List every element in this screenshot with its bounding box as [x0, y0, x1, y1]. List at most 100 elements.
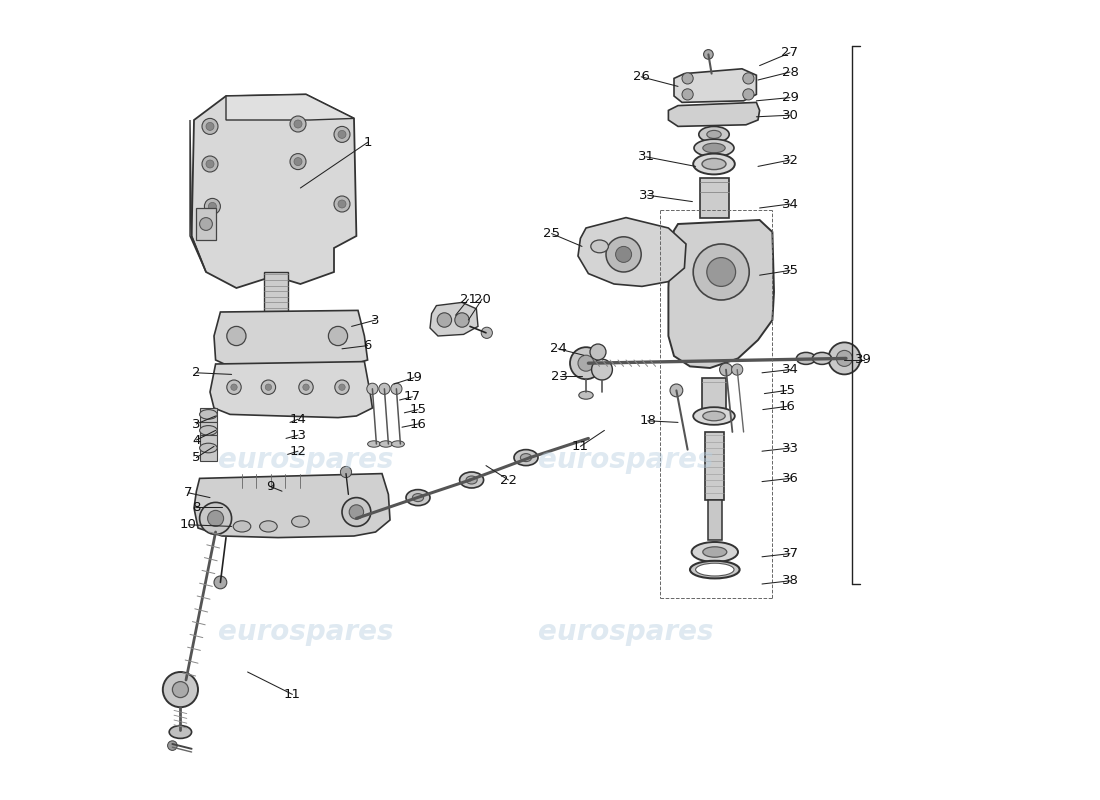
Bar	[199, 435, 217, 446]
Ellipse shape	[692, 542, 738, 562]
Ellipse shape	[813, 352, 832, 364]
Ellipse shape	[695, 563, 734, 576]
Text: 32: 32	[781, 154, 799, 166]
Bar	[199, 408, 217, 422]
Circle shape	[390, 383, 402, 394]
Circle shape	[339, 384, 345, 390]
Ellipse shape	[379, 441, 393, 447]
Circle shape	[682, 73, 693, 84]
Text: 3: 3	[192, 418, 200, 430]
Circle shape	[329, 326, 348, 346]
Text: eurospares: eurospares	[538, 446, 714, 474]
Text: 15: 15	[409, 403, 427, 416]
Circle shape	[334, 196, 350, 212]
Circle shape	[290, 154, 306, 170]
Circle shape	[261, 380, 276, 394]
Ellipse shape	[703, 411, 725, 421]
Circle shape	[693, 244, 749, 300]
Text: 3: 3	[372, 314, 379, 326]
Circle shape	[340, 466, 352, 478]
Bar	[199, 422, 217, 435]
Ellipse shape	[199, 443, 217, 453]
Ellipse shape	[796, 352, 815, 364]
Text: 12: 12	[289, 445, 307, 458]
Text: 7: 7	[184, 486, 192, 499]
Text: 34: 34	[782, 363, 799, 376]
Text: 23: 23	[551, 370, 568, 382]
Text: 28: 28	[782, 66, 799, 78]
Circle shape	[616, 246, 631, 262]
Ellipse shape	[199, 426, 217, 435]
Circle shape	[206, 122, 214, 130]
Text: 17: 17	[404, 390, 421, 403]
Circle shape	[208, 510, 223, 526]
Polygon shape	[214, 310, 367, 370]
Text: 30: 30	[782, 109, 799, 122]
Text: 16: 16	[779, 400, 795, 413]
Ellipse shape	[406, 490, 430, 506]
Circle shape	[606, 237, 641, 272]
Ellipse shape	[260, 521, 277, 532]
Circle shape	[167, 741, 177, 750]
Text: 35: 35	[781, 264, 799, 277]
Text: 9: 9	[266, 480, 274, 493]
Text: eurospares: eurospares	[538, 618, 714, 646]
Circle shape	[163, 672, 198, 707]
Circle shape	[227, 326, 246, 346]
Text: 33: 33	[781, 442, 799, 454]
Circle shape	[742, 89, 754, 100]
Text: 2: 2	[192, 366, 200, 379]
Ellipse shape	[703, 143, 725, 153]
Circle shape	[590, 344, 606, 360]
Polygon shape	[669, 102, 760, 126]
Bar	[702, 378, 726, 410]
Text: 6: 6	[363, 339, 372, 352]
Circle shape	[338, 130, 346, 138]
Text: 22: 22	[499, 474, 517, 486]
Circle shape	[366, 383, 378, 394]
Text: 5: 5	[192, 451, 200, 464]
Circle shape	[578, 355, 594, 371]
Ellipse shape	[707, 130, 722, 138]
Text: 14: 14	[289, 413, 307, 426]
Circle shape	[290, 116, 306, 132]
Ellipse shape	[412, 494, 424, 502]
Circle shape	[454, 313, 470, 327]
Circle shape	[707, 258, 736, 286]
Text: 36: 36	[782, 472, 799, 485]
Text: eurospares: eurospares	[218, 446, 394, 474]
Text: 38: 38	[782, 574, 799, 587]
Ellipse shape	[591, 240, 608, 253]
Circle shape	[481, 327, 493, 338]
Bar	[707, 500, 722, 540]
Circle shape	[732, 364, 742, 375]
Bar	[264, 272, 287, 316]
Ellipse shape	[693, 154, 735, 174]
Polygon shape	[578, 218, 686, 286]
Ellipse shape	[694, 139, 734, 157]
Ellipse shape	[460, 472, 484, 488]
Circle shape	[349, 505, 364, 519]
Text: 1: 1	[363, 136, 372, 149]
Circle shape	[719, 363, 733, 376]
Text: eurospares: eurospares	[218, 618, 394, 646]
Bar	[197, 208, 217, 240]
Circle shape	[302, 384, 309, 390]
Circle shape	[205, 198, 220, 214]
Text: 11: 11	[284, 688, 301, 701]
Circle shape	[199, 218, 212, 230]
Text: 31: 31	[638, 150, 654, 163]
Ellipse shape	[520, 454, 531, 462]
Ellipse shape	[367, 441, 381, 447]
Text: 27: 27	[781, 46, 799, 59]
Circle shape	[437, 313, 452, 327]
Bar	[701, 178, 729, 218]
Text: 34: 34	[782, 198, 799, 210]
Circle shape	[342, 498, 371, 526]
Ellipse shape	[292, 516, 309, 527]
Polygon shape	[669, 220, 774, 368]
Text: 21: 21	[460, 293, 477, 306]
Text: 26: 26	[632, 70, 650, 83]
Text: 4: 4	[192, 434, 200, 446]
Ellipse shape	[466, 476, 477, 484]
